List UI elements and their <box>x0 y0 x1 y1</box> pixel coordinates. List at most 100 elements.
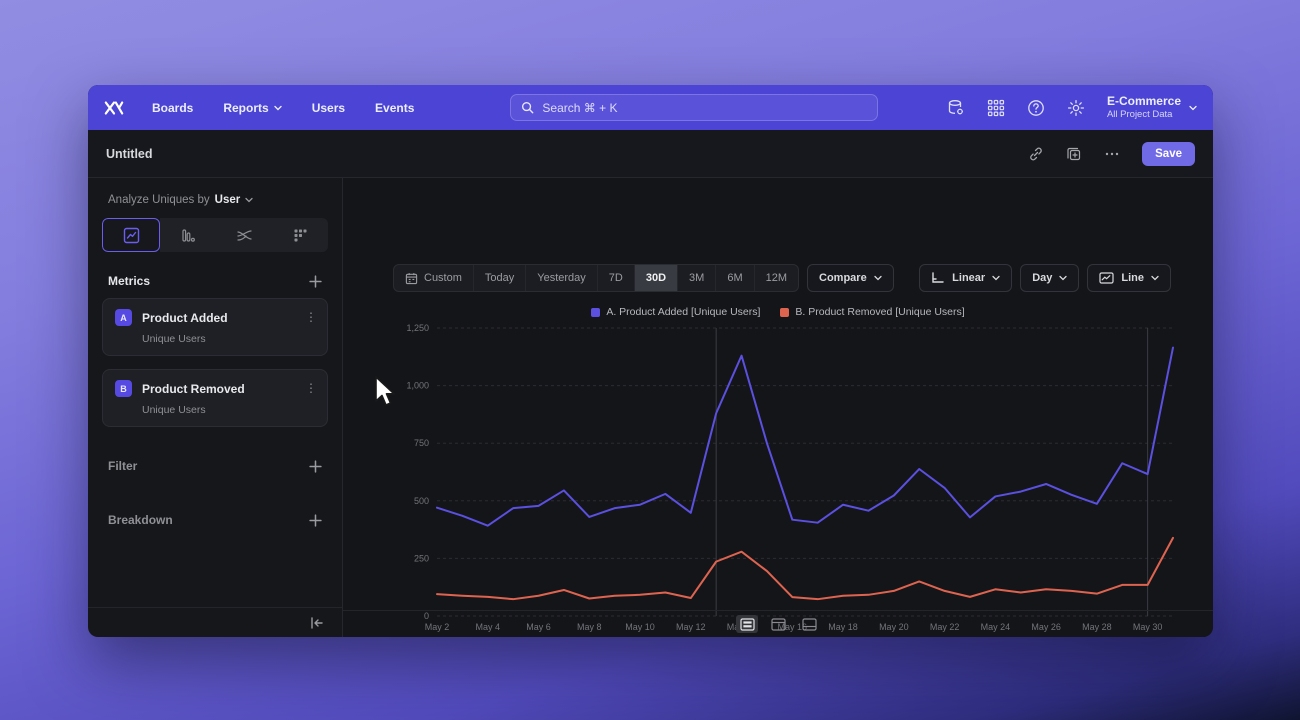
layout-chart-bottom-button[interactable] <box>798 615 820 633</box>
metric-subtitle[interactable]: Unique Users <box>142 404 206 416</box>
nav-item-boards[interactable]: Boards <box>152 101 193 115</box>
tab-retention[interactable] <box>272 218 328 252</box>
line-chart-icon <box>1099 272 1114 284</box>
metric-card-b[interactable]: B Product Removed ⋮ Unique Users <box>102 369 328 427</box>
legend-item-a[interactable]: A. Product Added [Unique Users] <box>591 306 760 318</box>
help-icon[interactable] <box>1027 99 1045 117</box>
range-label: Today <box>484 272 515 284</box>
project-selector[interactable]: E-Commerce All Project Data <box>1107 94 1197 121</box>
chevron-down-icon <box>1059 275 1068 281</box>
add-filter-button[interactable] <box>309 459 322 473</box>
add-metric-button[interactable] <box>309 274 322 288</box>
collapse-sidebar-icon[interactable] <box>310 616 324 629</box>
nav-label: Users <box>311 100 346 115</box>
report-type-tabs <box>102 218 328 252</box>
date-range-segmented-control: Custom Today Yesterday 7D 30D 3M 6M 12M <box>393 264 800 292</box>
duplicate-icon[interactable] <box>1066 146 1082 162</box>
nav-label: Reports <box>223 100 269 115</box>
range-label: Custom <box>424 272 462 284</box>
metric-card-a[interactable]: A Product Added ⋮ Unique Users <box>102 298 328 356</box>
metric-badge: B <box>115 380 132 397</box>
settings-gear-icon[interactable] <box>1067 99 1085 117</box>
metric-menu-icon[interactable]: ⋮ <box>305 309 317 324</box>
flows-icon <box>236 229 252 241</box>
svg-text:1,000: 1,000 <box>406 381 429 391</box>
tab-insights[interactable] <box>102 218 160 252</box>
metric-subtitle[interactable]: Unique Users <box>142 333 206 345</box>
funnels-icon <box>181 228 195 242</box>
legend-label: A. Product Added [Unique Users] <box>606 306 761 318</box>
save-button[interactable]: Save <box>1142 141 1195 166</box>
nav-item-reports[interactable]: Reports <box>223 100 282 115</box>
chevron-down-icon <box>874 275 882 281</box>
chevron-down-icon <box>245 197 253 203</box>
apps-grid-icon[interactable] <box>987 99 1005 117</box>
svg-text:May 10: May 10 <box>625 622 655 632</box>
svg-text:May 2: May 2 <box>425 622 450 632</box>
range-today[interactable]: Today <box>474 265 527 291</box>
range-custom[interactable]: Custom <box>394 265 474 291</box>
svg-text:May 24: May 24 <box>981 622 1011 632</box>
svg-text:May 18: May 18 <box>828 622 858 632</box>
svg-text:750: 750 <box>414 438 429 448</box>
metric-menu-icon[interactable]: ⋮ <box>305 380 317 395</box>
report-title[interactable]: Untitled <box>106 146 153 161</box>
scale-label: Linear <box>952 272 986 284</box>
chart-panel: Custom Today Yesterday 7D 30D 3M 6M 12M … <box>343 178 1213 637</box>
search-icon <box>522 101 534 114</box>
range-12m[interactable]: 12M <box>755 265 798 291</box>
svg-text:May 16: May 16 <box>778 622 808 632</box>
insights-icon <box>123 227 139 243</box>
scale-dropdown[interactable]: Linear <box>919 264 1013 292</box>
data-management-icon[interactable] <box>947 99 965 117</box>
svg-text:May 12: May 12 <box>676 622 706 632</box>
add-breakdown-button[interactable] <box>309 513 322 527</box>
range-label: Yesterday <box>537 272 586 284</box>
range-label: 6M <box>727 272 743 284</box>
legend-label: B. Product Removed [Unique Users] <box>795 306 965 318</box>
range-30d[interactable]: 30D <box>634 265 679 291</box>
search-placeholder: Search ⌘ + K <box>542 100 618 115</box>
svg-text:1,250: 1,250 <box>406 323 429 333</box>
chart-type-label: Line <box>1121 272 1144 284</box>
tab-flows[interactable] <box>216 218 272 252</box>
chevron-down-icon <box>1189 105 1197 110</box>
interval-dropdown[interactable]: Day <box>1020 264 1080 292</box>
range-6m[interactable]: 6M <box>716 265 755 291</box>
range-7d[interactable]: 7D <box>598 265 635 291</box>
metrics-title: Metrics <box>108 274 151 288</box>
tab-funnels[interactable] <box>160 218 216 252</box>
interval-label: Day <box>1032 272 1053 284</box>
layout-chart-top-button[interactable] <box>767 615 789 633</box>
mixpanel-logo-icon[interactable] <box>104 100 124 116</box>
chevron-down-icon <box>273 105 282 110</box>
top-navbar: Boards Reports Users Events Search ⌘ + K <box>88 85 1213 130</box>
filter-title: Filter <box>108 459 138 473</box>
compare-dropdown[interactable]: Compare <box>807 264 894 292</box>
chart-layout-switcher <box>343 610 1213 637</box>
svg-text:500: 500 <box>414 496 429 506</box>
nav-label: Boards <box>152 100 194 115</box>
legend-swatch-b <box>780 307 790 317</box>
legend-swatch-a <box>591 307 601 317</box>
range-label: 30D <box>645 272 667 284</box>
nav-item-users[interactable]: Users <box>312 101 345 115</box>
svg-text:May 22: May 22 <box>930 622 960 632</box>
nav-label: Events <box>375 100 415 115</box>
chart-type-dropdown[interactable]: Line <box>1087 264 1171 292</box>
report-header: Untitled Save <box>88 130 1213 178</box>
breakdown-section-header: Breakdown <box>108 513 322 527</box>
svg-text:May 20: May 20 <box>879 622 909 632</box>
nav-item-events[interactable]: Events <box>375 101 414 115</box>
search-input[interactable]: Search ⌘ + K <box>510 94 879 121</box>
breakdown-title: Breakdown <box>108 513 173 527</box>
more-options-icon[interactable] <box>1104 146 1120 162</box>
range-3m[interactable]: 3M <box>678 265 717 291</box>
analyze-uniques-selector[interactable]: Analyze Uniques by User <box>102 190 328 218</box>
link-icon[interactable] <box>1028 146 1044 162</box>
layout-split-button[interactable] <box>736 615 758 633</box>
range-yesterday[interactable]: Yesterday <box>526 265 598 291</box>
legend-item-b[interactable]: B. Product Removed [Unique Users] <box>780 306 965 318</box>
